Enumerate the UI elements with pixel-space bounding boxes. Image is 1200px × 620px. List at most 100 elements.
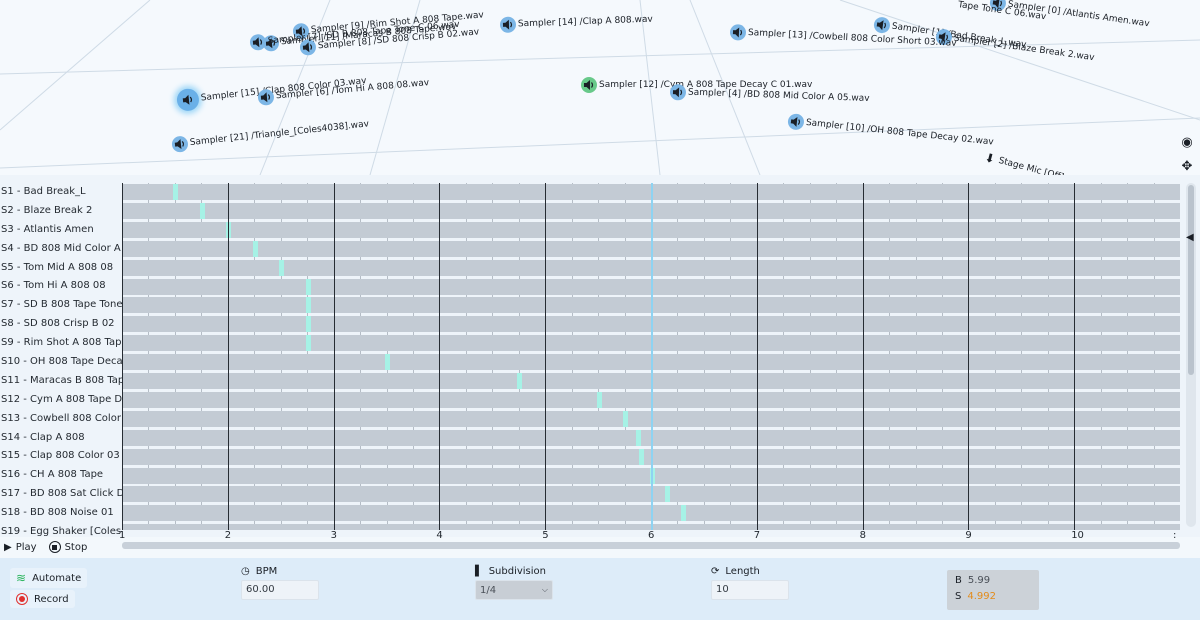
record-button[interactable]: Record [10,590,75,608]
track-label[interactable]: S9 - Rim Shot A 808 Tape [1,337,122,349]
sampler-node[interactable]: Sampler [11] /Maracas B 808 Tape.wav [262,19,457,52]
sampler-node[interactable]: Sampler [4] /BD 808 Mid Color A 05.wav [669,84,870,107]
spatial-scene-view[interactable]: Sampler [0] /Atlantis Amen.wav Tape Tone … [0,0,1200,175]
sampler-node[interactable]: Sampler [15] /Clap 808 Color 03.wav [175,70,368,112]
note-block[interactable] [596,391,602,408]
playhead[interactable] [651,183,653,530]
note-block[interactable] [517,373,523,389]
bpm-label: BPM [255,566,278,577]
length-group: ⟳ Length 10 [711,566,789,600]
move-icon[interactable]: ✥ [1181,158,1193,174]
track-label[interactable]: S18 - BD 808 Noise 01 [1,507,114,519]
bars-chart-icon: ▌ [475,566,483,577]
note-block[interactable] [665,486,671,503]
track-label[interactable]: S6 - Tom Hi A 808 08 [1,280,106,292]
speaker-icon [669,84,687,101]
track-label[interactable]: S16 - CH A 808 Tape [1,469,104,481]
stop-button[interactable]: Stop [48,541,87,553]
eye-icon[interactable]: ◉ [1181,134,1193,150]
automate-button[interactable]: ≋ Automate [10,568,88,588]
note-block[interactable] [305,316,311,333]
speaker-icon [988,0,1007,13]
track-label[interactable]: S13 - Cowbell 808 Color Short 03 [1,412,122,424]
sampler-node[interactable]: Sampler [6] /Tom Hi A 808 08.wav [257,75,430,106]
note-block[interactable] [681,505,687,522]
note-block[interactable] [199,202,205,219]
subdivision-value: 1/4 [480,584,497,596]
sampler-node[interactable]: Sampler [8] /SD 808 Crisp B 02.wav [299,24,480,56]
track-label[interactable]: S17 - BD 808 Sat Click Decay B 02 [1,488,122,500]
track-label[interactable]: S5 - Tom Mid A 808 08 [1,261,114,273]
bar-line [333,183,335,530]
sampler-node[interactable]: Sampler [21] /Triangle_[Coles4038].wav [171,116,370,153]
length-input[interactable]: 10 [711,580,789,600]
bar-line [756,183,758,530]
speaker-icon [934,28,953,47]
track-labels: S1 - Bad Break_L S2 - Blaze Break 2 S3 - A… [0,183,122,542]
note-block[interactable] [226,221,232,238]
sampler-node[interactable]: Sampler [2] /Blaze Break 2.wav [934,28,1096,66]
timeline-ruler[interactable]: 1 2 3 4 5 6 7 8 9 10: [119,530,1180,544]
ruler-tick-label: 2 [224,530,232,541]
speaker-icon [787,113,805,131]
note-block[interactable] [173,184,179,200]
track-label[interactable]: S14 - Clap A 808 [1,431,85,443]
subdivision-select[interactable]: 1/4 ⌵ [475,580,553,600]
note-block[interactable] [305,335,311,352]
track-label[interactable]: S12 - Cym A 808 Tape Decay C 01 [1,393,122,405]
note-block[interactable] [279,259,285,276]
play-label: Play [15,541,37,553]
stat-s-key: S [955,591,962,602]
sampler-node-label: Sampler [12] /Cym A 808 Tape Decay C 01.… [599,80,813,90]
track-label[interactable]: S3 - Atlantis Amen [1,223,94,235]
stat-b-key: B [955,575,962,586]
sampler-node[interactable]: Sampler [0] /Atlantis Amen.wav [988,0,1151,32]
subdivision-group: ▌ Subdivision 1/4 ⌵ [475,566,553,600]
track-label[interactable]: S2 - Blaze Break 2 [1,204,93,216]
vertical-scrollbar[interactable] [1186,183,1196,527]
sampler-node[interactable]: Sampler [9] /Rim Shot A 808 Tape.wav [292,7,484,40]
note-block[interactable] [305,297,311,314]
ruler-tick-label: 4 [436,530,443,541]
ruler-tick-label: 10 [1071,530,1084,541]
ruler-tick-label: : [1173,530,1177,541]
note-block[interactable] [635,429,641,446]
ruler-tick-label: 5 [542,530,549,541]
speaker-icon [262,34,280,52]
automate-label: Automate [32,572,82,584]
horizontal-scrollbar[interactable] [122,542,1180,549]
sampler-node[interactable]: Sampler [10] /OH 808 Tape Decay 02.wav [787,113,994,151]
sequencer-grid[interactable] [122,183,1180,530]
bar-line [1074,183,1076,530]
collapse-arrow-icon[interactable]: ◀ [1186,232,1194,243]
record-label: Record [34,593,69,605]
sampler-node[interactable]: Sampler [1] /Bad Break_L.wav [872,16,1027,53]
chevron-down-icon: ⌵ [541,585,548,594]
note-block[interactable] [385,354,391,371]
note-block[interactable] [638,448,644,465]
track-label[interactable]: S4 - BD 808 Mid Color A 05 [1,242,122,254]
sampler-node[interactable]: Sampler [7] /SD B 808 Tape Tone C 06.wav [249,17,460,51]
record-icon [16,593,28,605]
stop-icon [48,541,61,553]
track-label[interactable]: S11 - Maracas B 808 Tape [1,374,122,386]
sequencer-panel: S1 - Bad Break_L S2 - Blaze Break 2 S3 - A… [0,175,1200,537]
sampler-node[interactable]: Sampler [14] /Clap A 808.wav [499,12,653,33]
note-block[interactable] [252,240,258,257]
play-button[interactable]: ▶ Play [4,542,37,553]
track-label[interactable]: S8 - SD 808 Crisp B 02 [1,318,115,330]
note-block[interactable] [305,278,311,295]
vertical-scrollbar-thumb[interactable] [1188,185,1194,375]
track-label[interactable]: S15 - Clap 808 Color 03 [1,450,120,462]
track-label[interactable]: S10 - OH 808 Tape Decay 02 [1,356,122,368]
loop-icon: ⟳ [711,566,720,577]
track-label[interactable]: S1 - Bad Break_L [1,186,86,197]
bpm-input[interactable]: 60.00 [241,580,319,600]
speaker-icon [171,135,189,153]
track-label[interactable]: S19 - Egg Shaker [Coles4038] 13 [1,526,122,538]
sampler-node[interactable]: Sampler [12] /Cym A 808 Tape Decay C 01.… [581,77,812,93]
sampler-node[interactable]: Sampler [13] /Cowbell 808 Color Short 03… [729,24,957,52]
track-label[interactable]: S7 - SD B 808 Tape Tone C 06 [1,299,122,311]
note-block[interactable] [623,410,629,427]
